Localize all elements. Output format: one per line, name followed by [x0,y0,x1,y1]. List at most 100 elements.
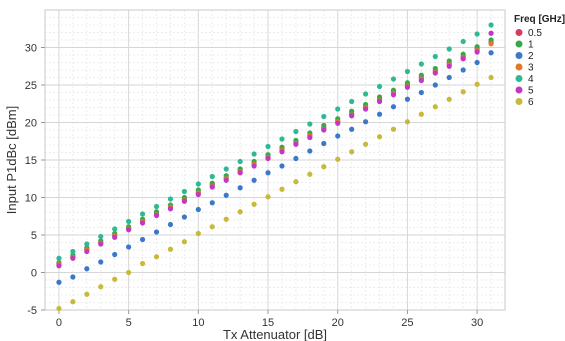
data-point [112,276,118,282]
data-point [307,134,313,141]
data-point [474,59,480,66]
data-point [474,44,480,50]
y-tick-label: 20 [25,118,37,130]
data-point [223,192,229,198]
data-point [432,53,438,60]
data-point [376,134,383,140]
x-tick-label: 30 [471,317,483,329]
data-point [390,76,397,82]
data-point [139,220,146,226]
data-point [418,89,424,96]
data-point [223,166,229,172]
legend-item: 6 [515,97,534,108]
legend-item: 4 [515,74,534,85]
series-2 [56,50,494,285]
legend-title: Freq [GHz] [514,14,565,25]
legend-marker [515,75,523,82]
legend-item: 3 [515,63,534,74]
data-point [84,266,90,272]
data-point [321,127,327,133]
data-point [488,22,494,28]
legend-item: 1 [515,40,534,51]
data-point [181,239,187,245]
data-point [237,185,243,191]
series-4 [56,22,494,261]
legend-marker [515,63,523,71]
data-point [349,108,355,114]
data-point [390,126,397,132]
legend-item: 5 [515,86,534,97]
data-point [237,209,243,215]
data-point [321,113,327,120]
data-point [446,74,452,81]
data-point [349,98,355,105]
y-axis-label: Input P1dBc [dBm] [4,106,19,214]
data-point [349,149,355,155]
data-point [460,51,466,57]
data-point [474,81,480,87]
data-point [98,259,104,265]
data-point [153,212,160,219]
data-point [223,216,229,222]
data-point [335,156,341,162]
tick-labels: 0 5 10 15 20 25 30 -5 0 5 10 15 20 25 30 [25,43,483,330]
data-point [446,46,452,52]
data-point [112,226,118,232]
data-point [56,279,62,285]
data-point [390,92,397,98]
data-point [307,121,313,127]
data-point [432,82,438,88]
data-point [167,206,174,212]
data-point [418,72,424,78]
data-point [84,248,90,255]
data-point [70,255,76,261]
data-point [293,128,299,135]
legend-marker [515,29,523,36]
data-point [56,263,62,269]
data-point [404,96,411,102]
data-point [432,65,438,72]
data-point [112,234,118,240]
legend-label: 1 [528,40,534,51]
data-point [418,61,424,67]
data-point [126,227,132,233]
data-point [418,111,424,117]
data-point [70,274,76,280]
legend-marker [515,98,523,105]
series-6 [56,74,494,312]
data-point [432,104,438,110]
data-point [84,241,90,247]
data-point [167,221,174,228]
data-point [363,141,369,147]
data-point [98,233,104,240]
data-point [84,291,90,297]
data-point [112,251,118,258]
data-point [474,49,480,55]
data-point [293,155,299,162]
data-point [404,80,411,86]
y-tick-label: 0 [31,268,37,280]
x-tick-label: 20 [332,317,344,329]
data-point [460,89,466,95]
data-point [126,269,132,276]
data-point [279,149,285,155]
data-point [432,70,438,76]
data-point [488,50,494,56]
data-point [251,201,257,207]
legend-label: 3 [528,63,534,74]
y-tick-label: 15 [25,155,37,167]
data-point [418,77,424,84]
data-point [126,244,132,250]
data-point [488,30,494,36]
x-tick-label: 5 [126,317,132,329]
legend-marker [515,40,523,48]
legend-label: 5 [528,86,534,97]
data-point [460,67,466,73]
data-point [98,241,104,247]
legend-label: 2 [528,51,534,62]
data-point [335,133,341,139]
y-tick-label: 30 [25,43,37,55]
